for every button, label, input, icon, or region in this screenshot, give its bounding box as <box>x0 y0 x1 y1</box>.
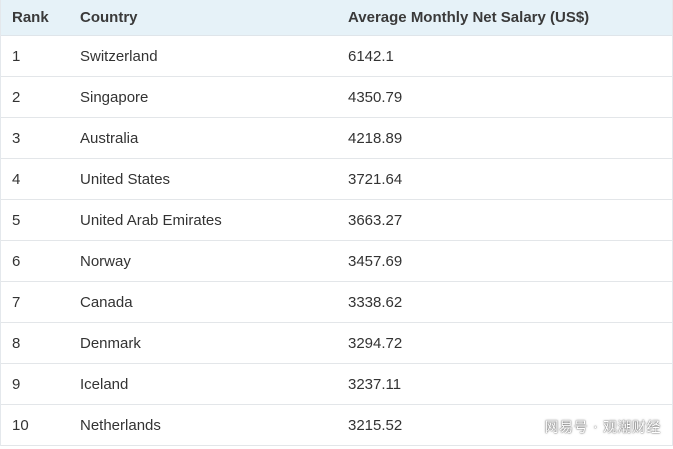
table-row: 5 United Arab Emirates 3663.27 <box>1 200 672 241</box>
table-row: 1 Switzerland 6142.1 <box>1 36 672 77</box>
cell-country: Netherlands <box>80 416 161 434</box>
table-row: 10 Netherlands 3215.52 <box>1 405 672 446</box>
cell-country: Denmark <box>80 334 141 352</box>
table-header: Rank Country Average Monthly Net Salary … <box>1 0 672 36</box>
cell-rank: 1 <box>12 47 21 65</box>
table-row: 4 United States 3721.64 <box>1 159 672 200</box>
table-row: 6 Norway 3457.69 <box>1 241 672 282</box>
cell-rank: 8 <box>12 334 21 352</box>
cell-country: Australia <box>80 129 139 147</box>
cell-rank: 6 <box>12 252 21 270</box>
cell-country: Iceland <box>80 375 129 393</box>
header-rank: Rank <box>12 9 49 26</box>
cell-salary: 3338.62 <box>348 293 403 311</box>
cell-rank: 5 <box>12 211 21 229</box>
table-row: 7 Canada 3338.62 <box>1 282 672 323</box>
cell-country: Canada <box>80 293 133 311</box>
table-row: 2 Singapore 4350.79 <box>1 77 672 118</box>
cell-rank: 4 <box>12 170 21 188</box>
cell-country: Singapore <box>80 88 149 106</box>
cell-salary: 6142.1 <box>348 47 394 65</box>
cell-rank: 2 <box>12 88 21 106</box>
cell-rank: 7 <box>12 293 21 311</box>
table-row: 3 Australia 4218.89 <box>1 118 672 159</box>
header-salary: Average Monthly Net Salary (US$) <box>348 9 590 26</box>
cell-salary: 3294.72 <box>348 334 403 352</box>
cell-salary: 3215.52 <box>348 416 403 434</box>
cell-salary: 4350.79 <box>348 88 403 106</box>
table-row: 9 Iceland 3237.11 <box>1 364 672 405</box>
cell-salary: 3721.64 <box>348 170 403 188</box>
table-row: 8 Denmark 3294.72 <box>1 323 672 364</box>
cell-salary: 3237.11 <box>348 375 402 393</box>
cell-country: Norway <box>80 252 131 270</box>
cell-salary: 3663.27 <box>348 211 403 229</box>
source-watermark: 网易号 · 观潮财经 <box>544 420 661 436</box>
cell-country: United Arab Emirates <box>80 211 222 229</box>
cell-salary: 4218.89 <box>348 129 403 147</box>
cell-rank: 9 <box>12 375 21 393</box>
cell-country: United States <box>80 170 171 188</box>
cell-rank: 10 <box>12 416 29 434</box>
cell-country: Switzerland <box>80 47 158 65</box>
cell-rank: 3 <box>12 129 21 147</box>
header-country: Country <box>80 9 138 26</box>
cell-salary: 3457.69 <box>348 252 403 270</box>
